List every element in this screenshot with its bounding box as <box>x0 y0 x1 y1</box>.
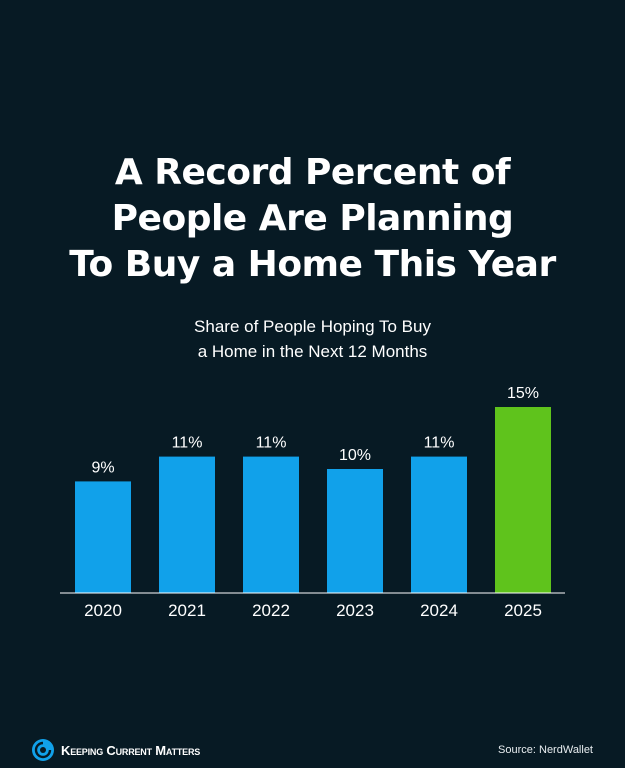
bar-2020 <box>75 481 131 593</box>
x-tick-label-2021: 2021 <box>168 601 206 620</box>
bar-2023 <box>327 469 383 593</box>
source-text: Source: NerdWallet <box>498 744 593 756</box>
x-tick-label-2020: 2020 <box>84 601 122 620</box>
brand-logo: Keeping Current Matters <box>31 738 200 762</box>
x-tick-labels-group: 2020 2021 2022 2023 2024 2025 <box>84 601 542 620</box>
x-tick-label-2023: 2023 <box>336 601 374 620</box>
value-labels-group: 9% 11% 11% 10% 11% 15% <box>91 385 539 476</box>
value-label-2021: 11% <box>172 435 203 452</box>
title-line-3: To Buy a Home This Year <box>69 244 556 285</box>
chart-subtitle: Share of People Hoping To Buy a Home in … <box>0 314 625 364</box>
subtitle-line-2: a Home in the Next 12 Months <box>197 342 428 361</box>
bar-2024 <box>411 456 467 593</box>
x-tick-label-2025: 2025 <box>504 601 542 620</box>
kcm-swirl-icon <box>32 739 54 761</box>
x-tick-label-2024: 2024 <box>420 601 458 620</box>
x-tick-label-2022: 2022 <box>252 601 290 620</box>
bar-2022 <box>243 456 299 593</box>
value-label-2024: 11% <box>424 435 455 452</box>
value-label-2023: 10% <box>339 447 371 464</box>
subtitle-line-1: Share of People Hoping To Buy <box>194 317 431 336</box>
value-label-2020: 9% <box>91 459 114 476</box>
title-line-1: A Record Percent of <box>114 152 511 193</box>
page-title: A Record Percent of People Are Planning … <box>0 150 625 288</box>
brand-name: Keeping Current Matters <box>61 742 201 758</box>
bars-group <box>75 407 551 593</box>
bar-2025 <box>495 407 551 593</box>
value-label-2022: 11% <box>256 435 287 452</box>
title-line-2: People Are Planning <box>111 198 514 239</box>
bar-2021 <box>159 456 215 593</box>
value-label-2025: 15% <box>507 385 539 402</box>
